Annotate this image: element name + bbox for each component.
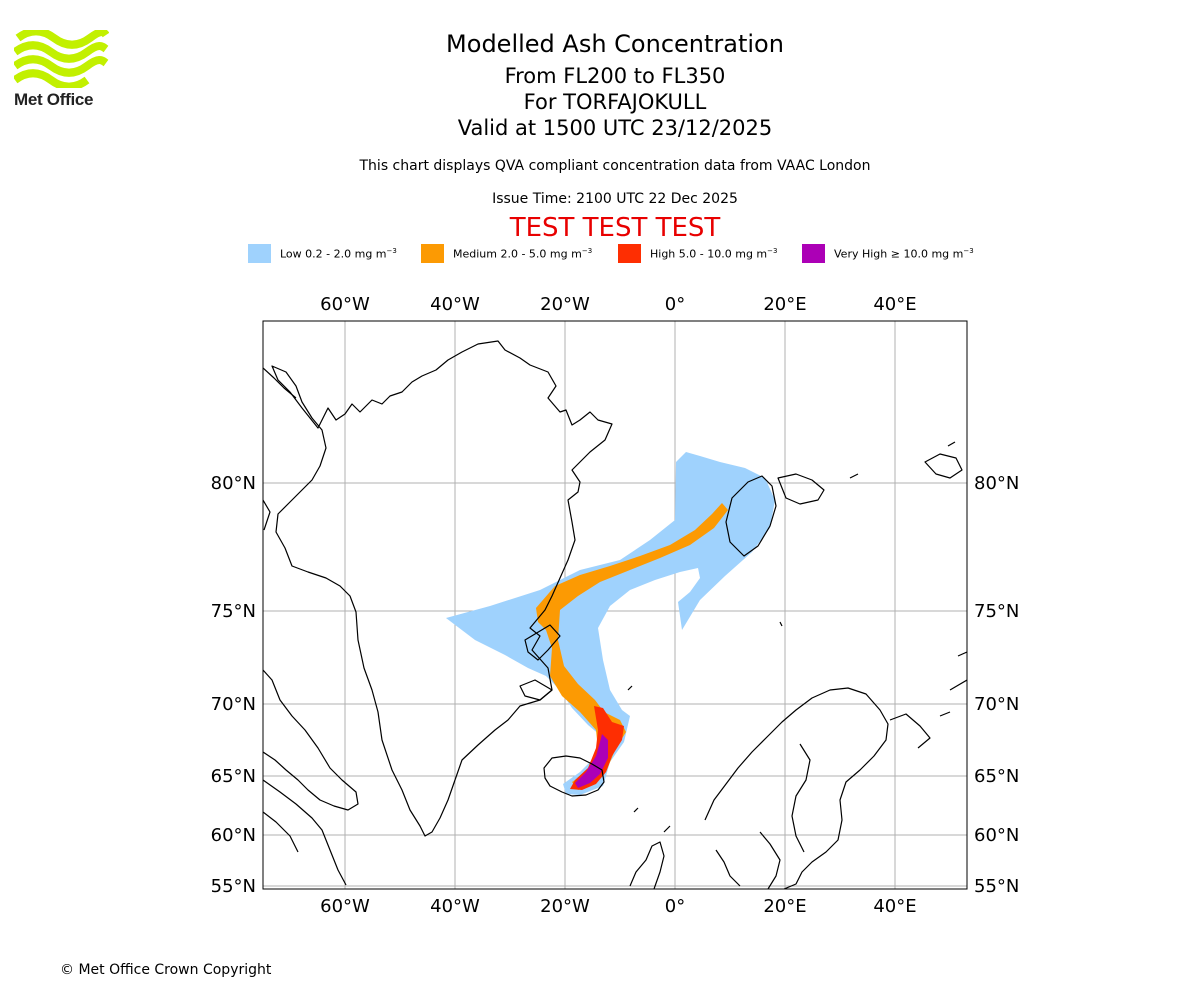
chart-description: This chart displays QVA compliant concen… bbox=[359, 158, 871, 174]
map-gridlines bbox=[263, 321, 967, 889]
lon-tick-20w-bottom: 20°W bbox=[540, 896, 590, 917]
lat-tick-60n-right: 60°N bbox=[974, 825, 1019, 846]
test-banner: TEST TEST TEST bbox=[509, 213, 721, 243]
svalbard-coastline bbox=[725, 475, 777, 557]
ash-high-concentration bbox=[570, 706, 624, 790]
lat-tick-80n-left: 80°N bbox=[211, 473, 256, 494]
lon-tick-20e-bottom: 20°E bbox=[763, 896, 806, 917]
lon-tick-40e-top: 40°E bbox=[873, 294, 916, 315]
valid-time: Valid at 1500 UTC 23/12/2025 bbox=[457, 116, 773, 140]
lon-tick-0-bottom: 0° bbox=[665, 896, 685, 917]
lat-ticks-right: 80°N 75°N 70°N 65°N 60°N 55°N bbox=[974, 473, 1019, 897]
issue-time: Issue Time: 2100 UTC 22 Dec 2025 bbox=[492, 191, 738, 207]
flight-levels: From FL200 to FL350 bbox=[504, 64, 726, 88]
lon-tick-40w-bottom: 40°W bbox=[430, 896, 480, 917]
met-office-wave-icon bbox=[12, 27, 110, 91]
lon-tick-40w-top: 40°W bbox=[430, 294, 480, 315]
map-frame bbox=[262, 320, 968, 890]
lon-tick-60w-bottom: 60°W bbox=[320, 896, 370, 917]
met-office-logo: Met Office bbox=[12, 27, 110, 112]
scandinavia-coastline bbox=[704, 687, 889, 889]
lon-tick-0-top: 0° bbox=[665, 294, 685, 315]
volcano-name: For TORFAJOKULL bbox=[523, 90, 707, 114]
lat-tick-55n-right: 55°N bbox=[974, 876, 1019, 897]
copyright-notice: © Met Office Crown Copyright bbox=[60, 962, 272, 978]
lat-tick-75n-right: 75°N bbox=[974, 601, 1019, 622]
lat-tick-70n-right: 70°N bbox=[974, 694, 1019, 715]
legend-label-high: High 5.0 - 10.0 mg m−3 bbox=[650, 247, 778, 261]
legend-label-very-high: Very High ≥ 10.0 mg m−3 bbox=[834, 247, 974, 261]
lon-ticks-bottom: 60°W 40°W 20°W 0° 20°E 40°E bbox=[320, 896, 916, 917]
lat-ticks-left: 80°N 75°N 70°N 65°N 60°N 55°N bbox=[211, 473, 256, 897]
legend-swatch-low bbox=[248, 244, 271, 263]
lon-tick-20e-top: 20°E bbox=[763, 294, 806, 315]
lat-tick-70n-left: 70°N bbox=[211, 694, 256, 715]
lon-tick-20w-top: 20°W bbox=[540, 294, 590, 315]
coastlines bbox=[263, 340, 967, 889]
lon-tick-40e-bottom: 40°E bbox=[873, 896, 916, 917]
lat-tick-80n-right: 80°N bbox=[974, 473, 1019, 494]
legend-label-medium: Medium 2.0 - 5.0 mg m−3 bbox=[453, 247, 593, 261]
legend-swatch-high bbox=[618, 244, 641, 263]
legend-swatch-medium bbox=[421, 244, 444, 263]
iceland-coastline bbox=[543, 755, 605, 797]
ash-very-high-concentration bbox=[575, 734, 608, 788]
chart-title: Modelled Ash Concentration bbox=[446, 30, 784, 58]
lon-ticks-top: 60°W 40°W 20°W 0° 20°E 40°E bbox=[320, 294, 916, 315]
lat-tick-65n-right: 65°N bbox=[974, 766, 1019, 787]
logo-text: Met Office bbox=[14, 90, 94, 109]
lat-tick-55n-left: 55°N bbox=[211, 876, 256, 897]
lat-tick-65n-left: 65°N bbox=[211, 766, 256, 787]
greenland-coastline bbox=[271, 340, 613, 837]
lat-tick-75n-left: 75°N bbox=[211, 601, 256, 622]
ash-medium-concentration bbox=[536, 503, 728, 790]
legend-label-low: Low 0.2 - 2.0 mg m−3 bbox=[280, 247, 397, 261]
baffin-coastline bbox=[263, 669, 359, 811]
legend-swatch-very-high bbox=[802, 244, 825, 263]
lat-tick-60n-left: 60°N bbox=[211, 825, 256, 846]
lon-tick-60w-top: 60°W bbox=[320, 294, 370, 315]
